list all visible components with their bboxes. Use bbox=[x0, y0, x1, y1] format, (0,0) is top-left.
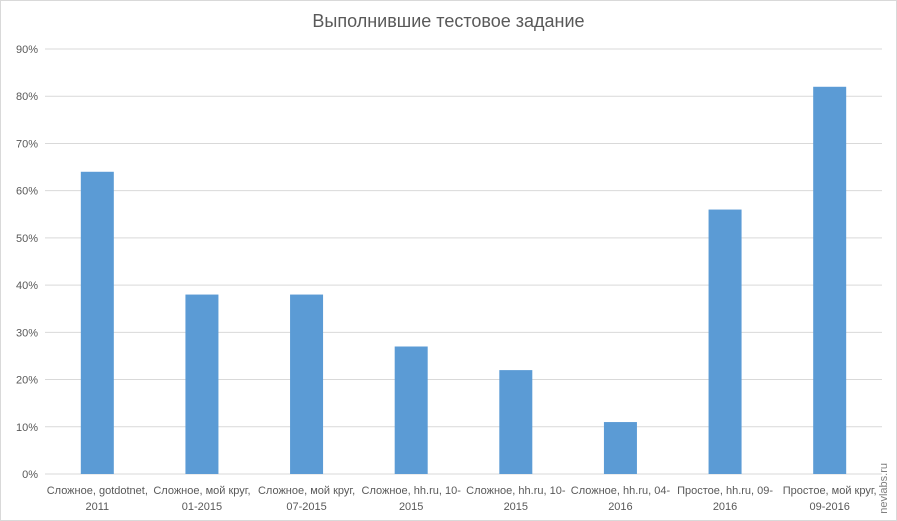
x-category-label-line: Сложное, hh.ru, 10- bbox=[362, 485, 462, 497]
x-category-label-line: Сложное, мой круг, bbox=[258, 485, 355, 497]
x-category-label-line: 2016 bbox=[608, 501, 632, 513]
y-tick-label: 0% bbox=[22, 469, 38, 481]
bar bbox=[813, 86, 847, 475]
y-tick-label: 10% bbox=[16, 422, 38, 434]
bar bbox=[290, 294, 324, 474]
x-category-label: Сложное, hh.ru, 10- 2015 bbox=[362, 485, 462, 513]
x-category-label-line: 2016 bbox=[713, 501, 737, 513]
x-category-label-line: 2015 bbox=[399, 501, 423, 513]
y-tick-label: 80% bbox=[16, 91, 38, 103]
x-category-label-line: Сложное, hh.ru, 10- bbox=[466, 485, 566, 497]
y-tick-label: 20% bbox=[16, 375, 38, 387]
x-category-label-line: Сложное, gotdotnet, bbox=[47, 485, 148, 497]
x-category-label: Сложное, мой круг, 01-2015 bbox=[153, 485, 250, 513]
y-tick-label: 90% bbox=[16, 44, 38, 56]
x-category-label-line: Простое, hh.ru, 09- bbox=[677, 485, 773, 497]
x-category-label: Сложное, мой круг, 07-2015 bbox=[258, 485, 355, 513]
x-category-label: Сложное, hh.ru, 10- 2015 bbox=[466, 485, 566, 513]
bar bbox=[708, 209, 742, 475]
y-tick-label: 70% bbox=[16, 138, 38, 150]
bar bbox=[603, 422, 637, 474]
y-tick-label: 60% bbox=[16, 186, 38, 198]
x-category-label: Сложное, hh.ru, 04- 2016 bbox=[571, 485, 671, 513]
y-tick-label: 50% bbox=[16, 233, 38, 245]
x-category-label: Сложное, gotdotnet, 2011 bbox=[47, 485, 148, 513]
bar bbox=[185, 294, 219, 474]
y-tick-label: 40% bbox=[16, 280, 38, 292]
x-category-label-line: 01-2015 bbox=[182, 501, 222, 513]
x-category-label-line: 2015 bbox=[504, 501, 528, 513]
x-category-label: Простое, мой круг, 09-2016 bbox=[783, 485, 877, 513]
watermark: nevlabs.ru bbox=[878, 463, 890, 514]
x-category-label-line: Сложное, hh.ru, 04- bbox=[571, 485, 671, 497]
y-tick-label: 30% bbox=[16, 327, 38, 339]
bar bbox=[499, 370, 533, 474]
bar bbox=[80, 171, 114, 474]
x-category-label-line: Сложное, мой круг, bbox=[153, 485, 250, 497]
x-category-label-line: 09-2016 bbox=[810, 501, 850, 513]
chart-title: Выполнившие тестовое задание bbox=[312, 11, 585, 31]
x-category-label-line: 07-2015 bbox=[286, 501, 326, 513]
bar bbox=[394, 346, 428, 474]
x-category-label: Простое, hh.ru, 09- 2016 bbox=[677, 485, 773, 513]
x-category-label-line: 2011 bbox=[85, 501, 109, 513]
x-category-label-line: Простое, мой круг, bbox=[783, 485, 877, 497]
